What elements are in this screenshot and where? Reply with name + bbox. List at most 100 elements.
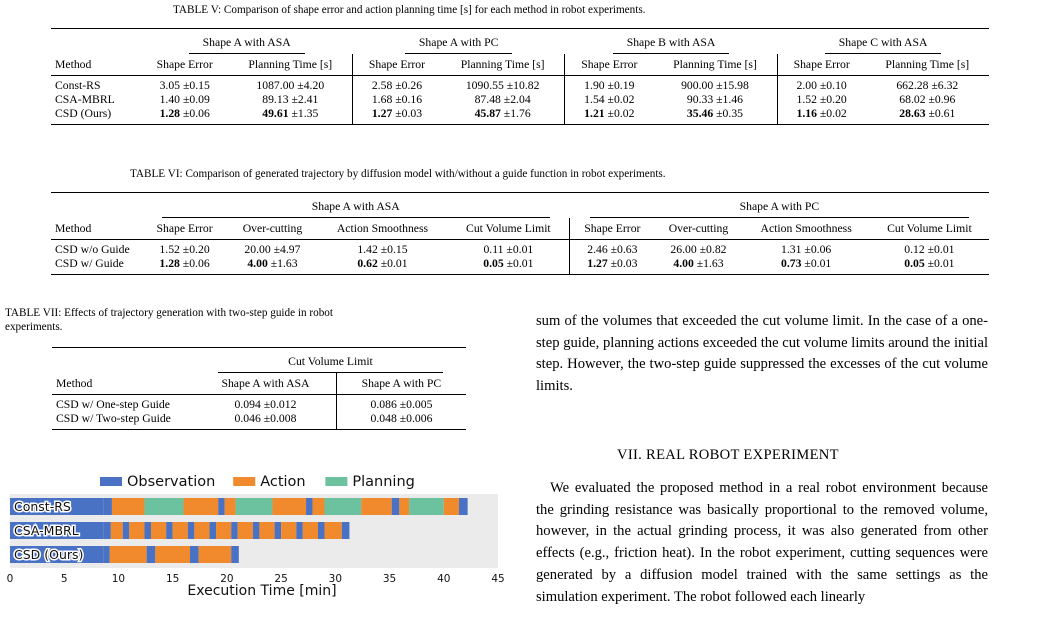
timeline-segment: [144, 498, 184, 515]
value-cell: 2.58 ±0.26: [352, 75, 441, 93]
timeline-segment: [409, 498, 444, 515]
value-cell: 0.086 ±0.005: [335, 394, 466, 412]
table5-group-1: Shape A with ASA: [188, 36, 305, 54]
table7-caption-line1: TABLE VII: Effects of trajectory generat…: [5, 307, 334, 319]
value-cell: 68.02 ±0.96: [899, 93, 956, 106]
table7-caption-line2: experiments.: [5, 321, 63, 333]
table7: Cut Volume Limit Method Shape A with ASA…: [52, 347, 466, 430]
legend-label: Planning: [352, 474, 414, 490]
timeline-segment: [209, 522, 217, 539]
timeline-segment: [458, 498, 468, 515]
timeline-segment: [324, 522, 342, 539]
method-cell: CSD (Ours): [51, 107, 141, 125]
value-cell: 1.27 ±0.03: [569, 257, 655, 275]
table6-subheader: Action Smoothness: [742, 218, 870, 240]
legend-label: Action: [260, 474, 305, 490]
timeline-segment: [341, 522, 350, 539]
table6-subheader: Cut Volume Limit: [447, 218, 570, 240]
value-cell: 1.28 ±0.06: [140, 107, 229, 125]
value-cell: 1.27 ±0.03: [352, 107, 441, 125]
table6-group-1: Shape A with ASA: [161, 200, 550, 218]
x-tick-label: 40: [437, 573, 450, 585]
value-cell: 1.16 ±0.02: [776, 107, 866, 125]
timeline-segment: [231, 546, 239, 563]
value-cell: 0.73 ±0.01: [742, 257, 870, 275]
timeline-segment: [109, 546, 147, 563]
timeline-segment: [144, 522, 151, 539]
timeline-segment: [103, 522, 111, 539]
table7-group: Cut Volume Limit: [218, 355, 443, 373]
timeline-segment: [391, 498, 400, 515]
legend-swatch: [100, 477, 122, 486]
timeline-segment: [190, 546, 199, 563]
value-cell: 0.05 ±0.01: [447, 257, 570, 275]
timeline-segment: [111, 498, 145, 515]
value-cell: 1.31 ±0.06: [781, 243, 832, 256]
value-cell: 90.33 ±1.46: [686, 93, 744, 106]
table5-subheader: Planning Time [s]: [653, 54, 778, 76]
x-tick-label: 0: [7, 573, 14, 585]
table5-subheader: Shape Error: [140, 54, 229, 76]
value-cell: 26.00 ±0.82: [670, 243, 727, 256]
value-cell: 1087.00 ±4.20: [256, 79, 325, 92]
timeline-segment: [103, 498, 112, 515]
timeline-segment: [235, 498, 273, 515]
value-cell: 1090.55 ±10.82: [465, 79, 540, 92]
table-row: Const-RS 3.05 ±0.15 1087.00 ±4.20 2.58 ±…: [51, 75, 989, 93]
value-cell: 49.61 ±1.35: [228, 107, 353, 125]
timeline-segment: [274, 522, 282, 539]
timeline-segment: [183, 498, 219, 515]
table5-group-row: Shape A with ASA Shape A with PC Shape B…: [51, 28, 989, 54]
timeline-segment: [317, 522, 325, 539]
timeline-segment: [122, 522, 130, 539]
timeline-segment: [166, 522, 173, 539]
x-tick-label: 15: [166, 573, 179, 585]
timeline-segment: [281, 522, 297, 539]
row-label: Const-RS: [14, 499, 71, 514]
paragraph-cut-volume: sum of the volumes that exceeded the cut…: [536, 313, 988, 395]
table5-caption: TABLE V: Comparison of shape error and a…: [173, 4, 646, 16]
value-cell: 4.00 ±1.63: [227, 257, 318, 275]
value-cell: 2.00 ±0.10: [776, 75, 866, 93]
legend-swatch: [233, 477, 256, 486]
value-cell: 0.048 ±0.006: [335, 412, 466, 430]
x-tick-label: 45: [491, 573, 504, 585]
table5-group-4: Shape C with ASA: [824, 36, 942, 54]
value-cell: 1.42 ±0.15: [357, 243, 408, 256]
table5-group-2: Shape A with PC: [404, 36, 513, 54]
table6-subheader: Shape Error: [569, 218, 655, 240]
timeline-segment: [252, 522, 260, 539]
value-cell: 35.46 ±0.35: [653, 107, 778, 125]
value-cell: 1.90 ±0.19: [564, 75, 654, 93]
timeline-segment: [187, 522, 195, 539]
table6-group-row: Shape A with ASA Shape A with PC: [51, 192, 989, 218]
table5-subheader: Planning Time [s]: [865, 54, 989, 76]
section-heading: VII. REAL ROBOT EXPERIMENT: [617, 447, 839, 463]
table6-caption: TABLE VI: Comparison of generated trajec…: [130, 168, 666, 180]
timeline-segment: [443, 498, 459, 515]
value-cell: 2.46 ±0.63: [569, 239, 655, 257]
value-cell: 1.28 ±0.06: [141, 257, 228, 275]
paragraph-real-robot: We evaluated the proposed method in a re…: [536, 480, 988, 605]
legend-swatch: [325, 477, 348, 486]
table5-subheader: Shape Error: [352, 54, 441, 76]
table6-subheader: Over-cutting: [654, 218, 743, 240]
timeline-segment: [10, 522, 104, 539]
timeline-segment: [172, 522, 188, 539]
value-cell: 3.05 ±0.15: [159, 79, 210, 92]
table7-subheader: Shape A with ASA: [195, 373, 337, 395]
timeline-segment: [10, 498, 104, 515]
value-cell: 0.094 ±0.012: [234, 398, 297, 411]
timeline-segment: [216, 522, 232, 539]
table5-method-header: Method: [51, 54, 141, 76]
legend-label: Observation: [127, 474, 215, 490]
value-cell: 89.13 ±2.41: [262, 93, 319, 106]
timeline-segment: [231, 522, 238, 539]
table6-method-header: Method: [51, 218, 142, 240]
table-row: CSA-MBRL 1.40 ±0.09 89.13 ±2.41 1.68 ±0.…: [51, 93, 989, 107]
timeline-segment: [296, 522, 303, 539]
timeline-segment: [103, 546, 110, 563]
timeline-segment: [218, 498, 225, 515]
x-axis-label: Execution Time [min]: [187, 583, 336, 599]
table6-group-2: Shape A with PC: [589, 200, 970, 218]
